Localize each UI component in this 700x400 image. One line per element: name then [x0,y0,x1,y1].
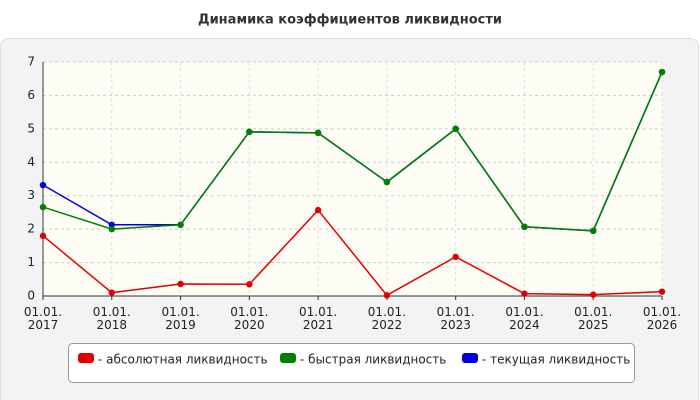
point [246,128,253,136]
x-tick-label: 01.01. 2017 [24,305,62,332]
x-tick-label: 01.01. 2020 [230,305,268,332]
point [590,291,597,298]
point [314,129,322,137]
x-tick-label: 01.01. 2019 [161,305,199,332]
y-tick-label: 2 [27,222,35,236]
legend-box [68,343,635,383]
x-tick-label: 01.01. 2026 [643,305,681,332]
y-tick-label: 1 [27,255,35,269]
point [452,253,459,261]
point [383,292,391,299]
legend-swatch [280,353,296,363]
point [177,221,184,228]
y-tick-label: 0 [27,289,35,303]
x-tick-label: 01.01. 2025 [574,305,612,332]
x-tick-label: 01.01. 2024 [505,305,543,332]
point [177,280,184,288]
x-tick-label: 01.01. 2022 [368,305,406,332]
point [314,206,322,214]
y-tick-label: 5 [27,121,35,135]
point [39,232,47,240]
point [590,227,597,235]
point [108,289,115,296]
series-line [42,208,663,297]
y-tick-label: 6 [27,88,35,102]
legend-swatch [78,353,94,363]
series-line [42,71,663,232]
point [39,181,47,189]
legend-label: - абсолютная ликвидность [98,353,268,367]
point [452,125,459,133]
point [521,223,528,231]
point [658,288,666,295]
legend-label: - быстрая ликвидность [300,353,446,367]
x-tick-label: 01.01. 2021 [299,305,337,332]
point [383,178,391,186]
point [521,290,528,297]
point [246,281,253,288]
legend-label: - текущая ликвидность [482,353,630,367]
x-tick-label: 01.01. 2018 [93,305,131,332]
x-tick-label: 01.01. 2023 [437,305,475,332]
point [658,68,666,76]
point [108,225,115,233]
y-tick-label: 4 [27,155,35,169]
chart-title: Динамика коэффициентов ликвидности [198,13,502,28]
y-tick-label: 7 [27,55,35,69]
legend-swatch [462,353,478,363]
y-tick-label: 3 [27,188,35,202]
point [39,203,47,211]
plot-area [43,62,662,296]
